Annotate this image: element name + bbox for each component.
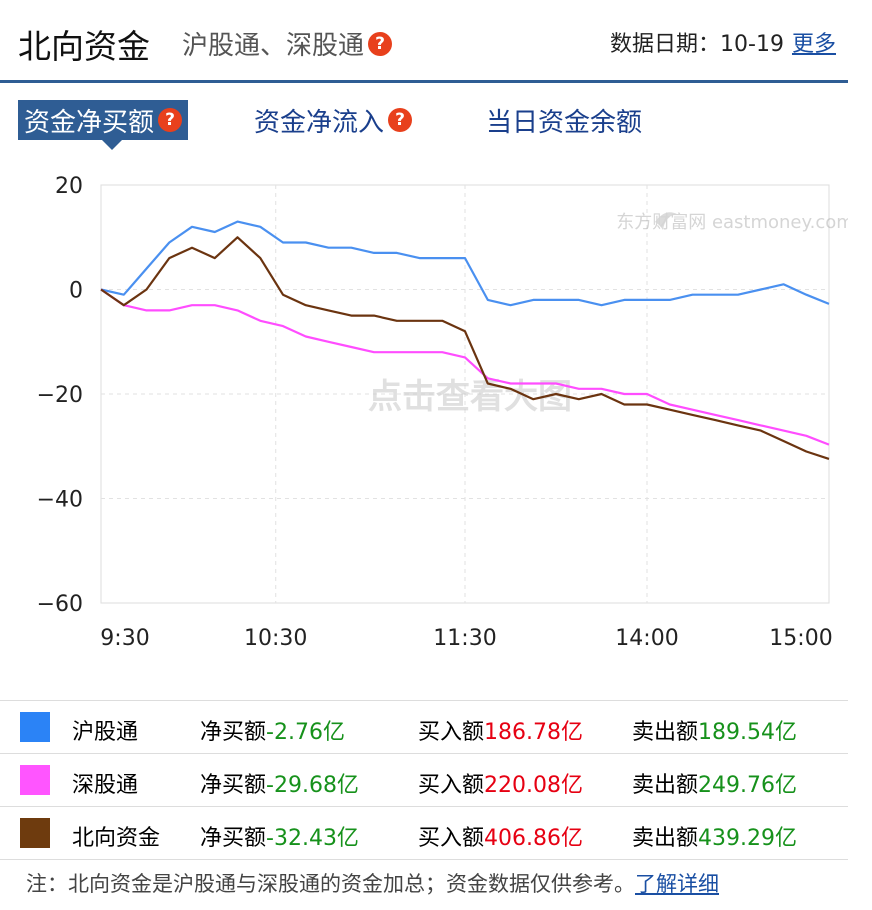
legend-net: 净买额-29.68亿: [200, 767, 359, 799]
y-tick-label: −60: [37, 592, 83, 617]
watermark: 东方财富网 eastmoney.com: [616, 212, 848, 233]
page-title: 北向资金: [18, 27, 150, 66]
y-tick-label: −40: [37, 488, 83, 513]
date-label: 数据日期：10-19: [610, 32, 784, 57]
x-tick-label: 10:30: [244, 626, 307, 651]
footnote-text: 注：北向资金是沪股通与深股通的资金加总；资金数据仅供参考。: [26, 872, 635, 896]
y-tick-label: −20: [37, 383, 83, 408]
net-label: 净买额: [200, 826, 267, 851]
buy-value: 186.78亿: [484, 720, 583, 745]
sell-label: 卖出额: [632, 773, 699, 798]
buy-label: 买入额: [418, 773, 485, 798]
sell-value: 189.54亿: [698, 720, 797, 745]
subtitle-text: 沪股通、深股通: [182, 31, 365, 61]
tab-net-buy[interactable]: 资金净买额 ?: [18, 100, 189, 150]
sell-label: 卖出额: [632, 826, 699, 851]
legend-swatch: [20, 765, 50, 795]
legend-buy: 买入额220.08亿: [418, 767, 583, 799]
y-tick-label: 20: [55, 174, 83, 199]
help-icon[interactable]: ?: [388, 108, 413, 132]
sell-value: 249.76亿: [698, 773, 797, 798]
legend-name: 北向资金: [72, 826, 161, 851]
tab-daily-balance[interactable]: 当日资金余额: [486, 100, 642, 140]
legend-net: 净买额-32.43亿: [200, 820, 359, 852]
series-line-0: [100, 220, 830, 307]
legend-row-north: 北向资金 净买额-32.43亿 买入额406.86亿 卖出额439.29亿: [0, 807, 848, 860]
x-tick-label: 11:30: [433, 626, 496, 651]
legend-sell: 卖出额189.54亿: [632, 714, 797, 746]
buy-label: 买入额: [418, 826, 485, 851]
sell-label: 卖出额: [632, 720, 699, 745]
legend-buy: 买入额406.86亿: [418, 820, 583, 852]
sell-value: 439.29亿: [698, 826, 797, 851]
legend-swatch: [20, 818, 50, 848]
y-axis-ticks: 20 0 −20 −40 −60: [37, 174, 83, 617]
legend-buy: 买入额186.78亿: [418, 714, 583, 746]
legend-swatch: [20, 712, 50, 742]
net-buy-chart[interactable]: 20 0 −20 −40 −60 9:30 10:30 11:30 14:00 15:00 东方…: [0, 160, 848, 660]
legend-name: 深股通: [72, 773, 139, 798]
tab-bar: 资金净买额 ? 资金净流入 ? 当日资金余额: [18, 100, 848, 150]
tab-label: 资金净流入: [254, 107, 385, 138]
tab-label: 资金净买额: [24, 107, 155, 138]
legend-row-sh: 沪股通 净买额-2.76亿 买入额186.78亿 卖出额189.54亿: [0, 701, 848, 754]
legend-row-sz: 深股通 净买额-29.68亿 买入额220.08亿 卖出额249.76亿: [0, 754, 848, 807]
net-value: -29.68亿: [266, 773, 359, 798]
more-link[interactable]: 更多: [791, 32, 836, 57]
y-tick-label: 0: [69, 279, 83, 304]
legend-net: 净买额-2.76亿: [200, 714, 345, 746]
buy-label: 买入额: [418, 720, 485, 745]
page-subtitle: 沪股通、深股通 ?: [182, 25, 393, 62]
header: 北向资金 沪股通、深股通 ? 数据日期：10-19 更多: [0, 0, 848, 83]
watermark-text: 东方财富网 eastmoney.com: [616, 212, 848, 233]
learn-more-link[interactable]: 了解详细: [635, 872, 719, 896]
series-line-2: [100, 236, 830, 460]
net-label: 净买额: [200, 720, 267, 745]
help-icon[interactable]: ?: [158, 108, 183, 132]
net-label: 净买额: [200, 773, 267, 798]
x-tick-label: 15:00: [769, 626, 832, 651]
net-value: -32.43亿: [266, 826, 359, 851]
buy-value: 220.08亿: [484, 773, 583, 798]
legend-sell: 卖出额439.29亿: [632, 820, 797, 852]
x-tick-label: 9:30: [100, 626, 149, 651]
logo-icon: [655, 212, 677, 230]
series-lines: [100, 220, 830, 460]
footnote: 注：北向资金是沪股通与深股通的资金加总；资金数据仅供参考。了解详细: [26, 868, 719, 898]
buy-value: 406.86亿: [484, 826, 583, 851]
tab-label: 当日资金余额: [486, 107, 643, 138]
legend-sell: 卖出额249.76亿: [632, 767, 797, 799]
x-axis-ticks: 9:30 10:30 11:30 14:00 15:00: [100, 626, 832, 651]
help-icon[interactable]: ?: [368, 31, 393, 56]
x-tick-label: 14:00: [615, 626, 678, 651]
legend-table: 沪股通 净买额-2.76亿 买入额186.78亿 卖出额189.54亿 深股通 …: [0, 700, 848, 860]
tab-net-inflow[interactable]: 资金净流入 ?: [254, 100, 413, 140]
legend-name: 沪股通: [72, 720, 139, 745]
data-date: 数据日期：10-19 更多: [610, 26, 836, 58]
series-line-1: [100, 288, 830, 446]
net-value: -2.76亿: [266, 720, 345, 745]
